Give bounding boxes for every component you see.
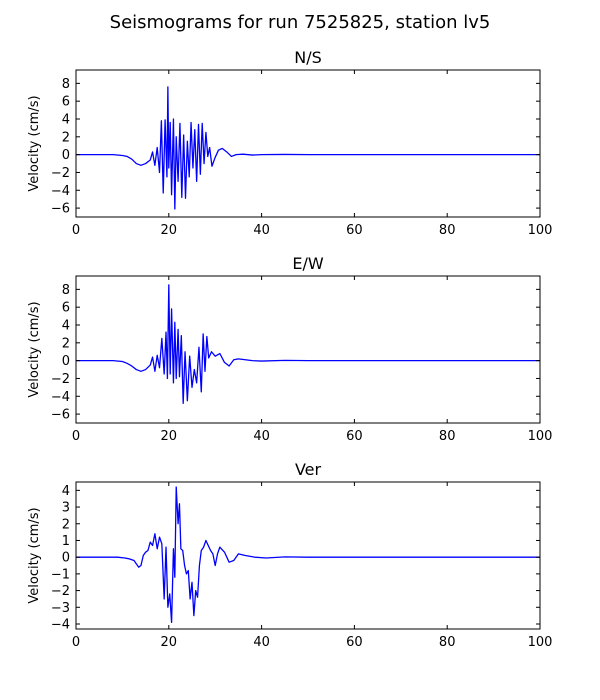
y-tick-label: 0 xyxy=(62,551,70,566)
y-tick-label: −4 xyxy=(51,390,70,405)
x-tick-label: 80 xyxy=(439,635,456,650)
y-tick-label: −2 xyxy=(51,372,70,387)
plot-frame xyxy=(75,481,541,630)
y-axis-label: Velocity (cm/s) xyxy=(27,507,42,603)
y-tick-label: 4 xyxy=(62,113,70,128)
x-tick-label: 40 xyxy=(253,223,270,238)
y-tick-label: 8 xyxy=(62,77,70,92)
panel-title: Ver xyxy=(295,460,322,479)
x-tick-label: 20 xyxy=(161,429,178,444)
x-tick-label: 100 xyxy=(528,429,553,444)
x-tick-label: 20 xyxy=(161,223,178,238)
seismogram-trace xyxy=(76,284,540,405)
y-tick-label: 2 xyxy=(62,336,70,351)
x-tick-label: 100 xyxy=(528,223,553,238)
y-tick-label: 2 xyxy=(62,517,70,532)
panel-title: E/W xyxy=(292,254,324,273)
x-tick-label: 60 xyxy=(346,223,363,238)
y-tick-label: −3 xyxy=(51,601,70,616)
x-tick-label: 0 xyxy=(72,635,80,650)
panel-e-w: E/W 0 20 40 60 80 100 −6 −4 −2 0 2 4 6 8 Velocity (cm/s… xyxy=(27,254,552,444)
figure-title: Seismograms for run 7525825, station lv5 xyxy=(110,12,491,33)
y-tick-label: 4 xyxy=(62,484,70,499)
x-tick-label: 80 xyxy=(439,223,456,238)
y-tick-label: 4 xyxy=(62,319,70,334)
x-tick-label: 60 xyxy=(346,429,363,444)
y-tick-label: 1 xyxy=(62,534,70,549)
y-tick-label: −2 xyxy=(51,584,70,599)
y-axis-label: Velocity (cm/s) xyxy=(27,95,42,191)
seismogram-trace xyxy=(76,486,540,623)
plot-frame xyxy=(75,69,541,218)
y-tick-label: 3 xyxy=(62,501,70,516)
y-tick-label: 6 xyxy=(62,301,70,316)
y-tick-label: 6 xyxy=(62,95,70,110)
y-tick-label: −1 xyxy=(51,567,70,582)
x-tick-label: 40 xyxy=(253,429,270,444)
panel-n-s: N/S 0 20 40 60 80 100 −6 −4 −2 0 2 4 6 8 Velocity (cm/s… xyxy=(27,48,552,238)
y-tick-label: 0 xyxy=(62,354,70,369)
x-tick-label: 60 xyxy=(346,635,363,650)
y-tick-label: −6 xyxy=(51,408,70,423)
x-tick-label: 0 xyxy=(72,429,80,444)
y-tick-label: −4 xyxy=(51,617,70,632)
y-tick-label: 8 xyxy=(62,283,70,298)
y-tick-label: 0 xyxy=(62,148,70,163)
y-tick-label: −4 xyxy=(51,184,70,199)
plot-frame xyxy=(75,275,541,424)
y-tick-label: −6 xyxy=(51,202,70,217)
y-axis-label: Velocity (cm/s) xyxy=(27,301,42,397)
y-tick-label: −2 xyxy=(51,166,70,181)
x-tick-label: 0 xyxy=(72,223,80,238)
x-tick-label: 40 xyxy=(253,635,270,650)
panel-title: N/S xyxy=(294,48,322,67)
x-tick-label: 80 xyxy=(439,429,456,444)
y-tick-label: 2 xyxy=(62,130,70,145)
x-tick-label: 100 xyxy=(528,635,553,650)
seismogram-trace xyxy=(76,86,540,210)
x-tick-label: 20 xyxy=(161,635,178,650)
